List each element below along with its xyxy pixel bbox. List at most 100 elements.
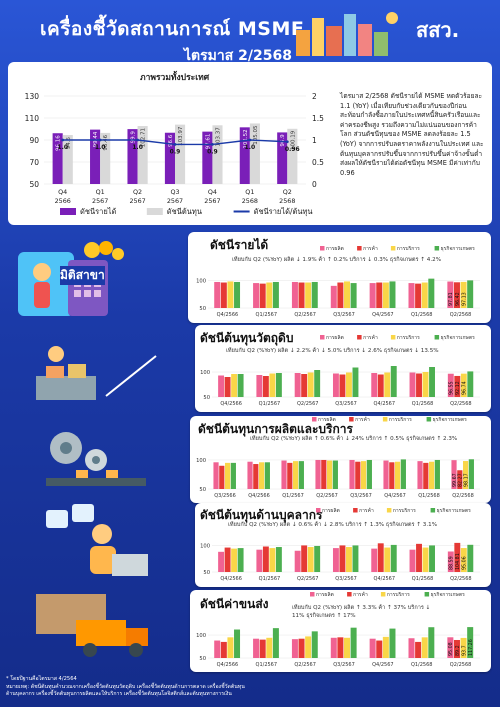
x-tick-label: Q2/2567	[297, 576, 319, 582]
personnel-illustration-icon	[46, 504, 148, 576]
x-tick-label: Q4/2567	[374, 576, 396, 582]
sector-bar	[451, 460, 457, 489]
sector-bar	[447, 637, 454, 658]
production-index-chart: 50 100 Q3/2566 Q4/2566 Q1/2567 Q2/2567 Q3/2567…	[196, 416, 480, 499]
legend-label: การบริการ	[397, 334, 420, 341]
sector-bar	[390, 544, 397, 572]
legend-swatch	[320, 335, 325, 340]
cost-bar	[62, 135, 73, 184]
sector-bar	[253, 464, 259, 489]
ratio-value-label: 1.0	[132, 144, 143, 151]
sector-bar	[454, 375, 461, 397]
legend-swatch	[380, 592, 386, 597]
sector-bar	[408, 638, 415, 658]
agency-logo: สสว.	[416, 18, 460, 42]
legend-label: การบริการ	[387, 591, 410, 598]
x-tick-label: Q4	[58, 188, 67, 196]
ratio-point	[248, 138, 252, 142]
sector-bar	[293, 461, 299, 489]
sector-bar	[231, 548, 238, 572]
cost-bar	[212, 125, 223, 184]
sector-bar	[234, 629, 241, 658]
value-label: 82.27	[458, 473, 464, 487]
sector-bar	[272, 628, 279, 658]
sector-bar	[344, 281, 351, 308]
card-production-index	[190, 416, 491, 503]
sector-bar	[311, 631, 318, 658]
ratio-point	[211, 143, 214, 146]
sector-bar	[384, 372, 391, 397]
sector-bar	[369, 283, 376, 308]
sector-bar	[332, 460, 338, 489]
sector-bar	[298, 461, 304, 489]
sector-bar	[314, 545, 321, 572]
x-tick-label: Q2/2567	[294, 662, 316, 668]
sector-bar	[227, 281, 234, 308]
x-tick-label: Q2/2567	[316, 493, 338, 499]
sector-bar	[327, 460, 333, 489]
x-tick-label: Q3/2567	[333, 662, 355, 668]
legend-swatch	[382, 417, 388, 422]
city-illustration-icon	[296, 12, 398, 56]
card-transport-index	[190, 590, 491, 672]
sector-bar	[330, 637, 337, 658]
raw-material-index-chart: 50 100 Q4/2566 Q1/2567 Q2/2567 Q3/2567 Q4/2567…	[200, 334, 480, 407]
legend-label: ธุรกิจการเกษตร	[441, 334, 475, 341]
x-tick-label: Q2/2567	[294, 312, 316, 318]
y2-tick-label: 2	[312, 92, 317, 101]
x-tick-label: Q4	[208, 188, 217, 196]
legend-label: การค้า	[363, 334, 378, 341]
sector-bar	[275, 373, 282, 397]
x-tick-label: Q1/2567	[256, 312, 278, 318]
sector-bar	[454, 542, 461, 572]
y2-tick-label: 1.5	[312, 114, 324, 123]
y-tick-label: 110	[25, 114, 40, 123]
sector-bar	[219, 465, 225, 489]
sector-bar	[460, 637, 467, 658]
card-personnel-title: ดัชนีต้นทุนด้านบุคลากร	[200, 508, 323, 522]
legend-swatch	[347, 592, 352, 597]
y2-tick-label: 1	[312, 136, 317, 145]
x-tick-label: Q1/2567	[259, 576, 281, 582]
sector-bar	[408, 283, 415, 308]
sector-bar	[371, 548, 378, 572]
x-tick-label: 2567	[167, 197, 183, 205]
sector-bar	[266, 282, 273, 308]
cost-bar	[175, 124, 186, 184]
sector-bar	[272, 281, 279, 308]
sector-bar	[409, 372, 416, 397]
cost-bar	[137, 126, 148, 184]
sector-bar	[224, 547, 231, 572]
footer-line-3: ด้านบุคลากร เครื่องชี้วัดต้นทุนการผลิตแล…	[6, 691, 232, 698]
sector-bar	[409, 549, 416, 572]
legend-swatch	[353, 508, 358, 513]
x-tick-label: Q4/2566	[248, 493, 270, 499]
sector-bar	[332, 373, 339, 397]
legend-label: การบริการ	[397, 245, 420, 252]
y-tick-label: 50	[199, 306, 206, 312]
legend-label: การค้า	[363, 245, 378, 252]
sector-bar	[382, 282, 389, 308]
value-label: 96.55	[449, 381, 455, 395]
sector-bar	[259, 283, 266, 308]
sector-dimension-label: มิติสาขา	[60, 266, 105, 285]
ratio-value-label: 1.0	[57, 144, 68, 151]
revenue-bar	[277, 132, 288, 184]
x-tick-label: 2568	[279, 197, 295, 205]
x-tick-label: 2567	[92, 197, 108, 205]
y-tick-label: 100	[196, 458, 206, 464]
revenue-value-label: 99.44	[93, 131, 99, 147]
legend-label: การผลิต	[318, 416, 336, 423]
sector-bar	[355, 461, 361, 489]
sector-bar	[467, 280, 474, 308]
x-tick-label: Q4/2566	[217, 312, 239, 318]
x-tick-label: Q3/2566	[214, 493, 236, 499]
sector-bar	[214, 640, 221, 658]
x-tick-label: Q2	[283, 188, 292, 196]
card-transport-comparison: เทียบกับ Q2 (%YoY) ผลิต ↑ 3.3% ค้า ↑ 37%…	[292, 605, 431, 619]
sector-bar	[294, 373, 301, 397]
page-title: เครื่องชี้วัดสถานการณ์ MSME	[40, 18, 305, 40]
sector-bar	[301, 545, 308, 572]
sector-bar	[214, 281, 221, 308]
